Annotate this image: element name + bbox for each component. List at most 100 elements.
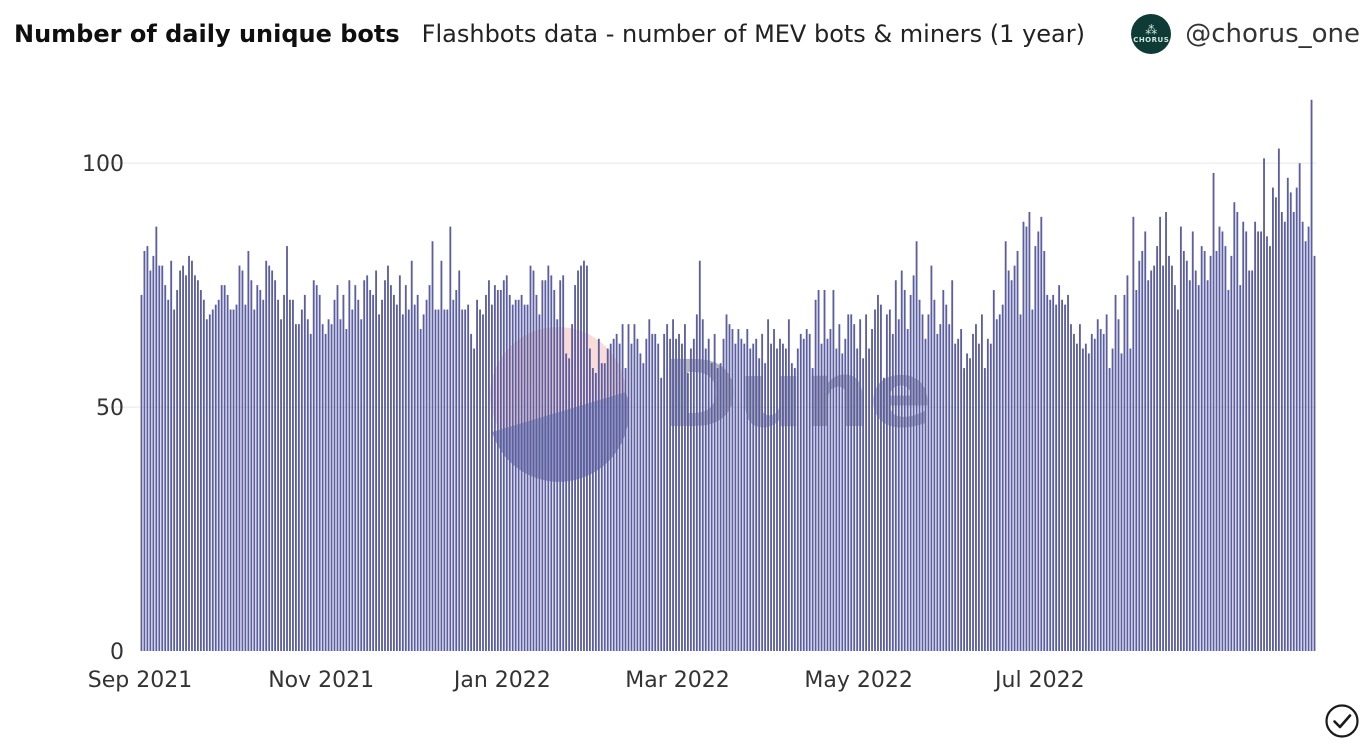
bar[interactable]	[348, 280, 351, 651]
bar[interactable]	[1251, 270, 1254, 652]
bar[interactable]	[740, 338, 743, 651]
bar[interactable]	[502, 280, 505, 651]
bar[interactable]	[995, 319, 998, 651]
bar[interactable]	[235, 304, 238, 651]
bar[interactable]	[342, 294, 345, 651]
bar[interactable]	[1224, 246, 1227, 651]
bar[interactable]	[1165, 211, 1167, 651]
bar[interactable]	[262, 299, 265, 651]
bar[interactable]	[205, 319, 208, 651]
bar[interactable]	[1105, 314, 1108, 651]
bar[interactable]	[802, 338, 805, 651]
bar[interactable]	[1153, 265, 1156, 651]
bar[interactable]	[446, 309, 449, 651]
bar[interactable]	[648, 319, 651, 651]
bar[interactable]	[1061, 299, 1064, 651]
bar[interactable]	[327, 319, 330, 651]
bar[interactable]	[1245, 231, 1248, 651]
bar[interactable]	[541, 280, 544, 651]
bar[interactable]	[1179, 226, 1182, 651]
bar[interactable]	[915, 241, 918, 652]
bar[interactable]	[360, 319, 363, 651]
bar[interactable]	[140, 294, 143, 651]
bar[interactable]	[1150, 270, 1153, 652]
bar[interactable]	[289, 299, 291, 651]
bar[interactable]	[241, 270, 244, 652]
bar[interactable]	[577, 270, 579, 652]
bar[interactable]	[214, 304, 217, 651]
bar[interactable]	[473, 348, 476, 651]
bar[interactable]	[1191, 231, 1194, 651]
bar[interactable]	[779, 338, 781, 651]
bar[interactable]	[942, 290, 945, 651]
bar[interactable]	[835, 348, 838, 651]
bar[interactable]	[378, 314, 380, 651]
bar[interactable]	[1156, 246, 1159, 651]
bar[interactable]	[784, 348, 787, 651]
bar[interactable]	[535, 294, 538, 651]
bar[interactable]	[1263, 158, 1265, 652]
bar[interactable]	[1203, 250, 1206, 652]
bar[interactable]	[636, 338, 639, 651]
bar[interactable]	[1049, 299, 1052, 651]
bar[interactable]	[983, 368, 986, 651]
bar[interactable]	[877, 294, 879, 651]
bar[interactable]	[1298, 163, 1301, 652]
bar[interactable]	[856, 348, 859, 651]
bar[interactable]	[517, 299, 520, 651]
bar[interactable]	[874, 309, 876, 651]
bar[interactable]	[862, 358, 865, 651]
bar[interactable]	[1248, 270, 1251, 652]
bar[interactable]	[722, 338, 725, 651]
bar[interactable]	[817, 290, 820, 651]
bar[interactable]	[583, 260, 585, 651]
bar[interactable]	[410, 260, 413, 651]
bar[interactable]	[1070, 324, 1072, 651]
bar[interactable]	[580, 265, 582, 651]
bar[interactable]	[689, 348, 692, 651]
bar[interactable]	[265, 260, 268, 651]
bar[interactable]	[173, 309, 176, 651]
bar[interactable]	[969, 358, 971, 651]
bar[interactable]	[966, 353, 968, 651]
bar[interactable]	[366, 275, 369, 651]
bar[interactable]	[749, 348, 752, 651]
bar[interactable]	[333, 299, 336, 651]
brand-handle[interactable]: @chorus_one	[1185, 19, 1360, 49]
bar[interactable]	[719, 363, 722, 651]
bar[interactable]	[505, 275, 508, 651]
bar[interactable]	[428, 285, 431, 651]
bar[interactable]	[1218, 226, 1221, 651]
bar[interactable]	[194, 275, 196, 651]
bar[interactable]	[571, 324, 574, 651]
bar[interactable]	[716, 368, 719, 651]
bar[interactable]	[1274, 197, 1277, 651]
bar[interactable]	[921, 314, 924, 651]
bar[interactable]	[1138, 260, 1141, 651]
bar[interactable]	[1159, 216, 1162, 651]
bar[interactable]	[773, 329, 775, 651]
bar[interactable]	[939, 324, 942, 651]
bar[interactable]	[612, 338, 615, 651]
bar[interactable]	[1013, 265, 1016, 651]
bar[interactable]	[425, 299, 428, 651]
bar[interactable]	[758, 358, 761, 651]
bar[interactable]	[256, 285, 259, 651]
bar[interactable]	[603, 363, 606, 651]
bar[interactable]	[980, 314, 983, 651]
bar[interactable]	[868, 348, 870, 651]
bar[interactable]	[155, 226, 158, 651]
bar[interactable]	[811, 368, 814, 651]
bar[interactable]	[458, 270, 461, 652]
bar[interactable]	[832, 290, 835, 651]
bar[interactable]	[1280, 211, 1283, 651]
bar[interactable]	[597, 338, 600, 651]
bar[interactable]	[1277, 148, 1280, 651]
bar[interactable]	[600, 363, 603, 651]
bar[interactable]	[963, 368, 966, 651]
bar[interactable]	[1174, 285, 1176, 651]
bar[interactable]	[906, 329, 909, 651]
bar[interactable]	[814, 299, 817, 651]
bar[interactable]	[294, 324, 297, 651]
bar[interactable]	[268, 265, 271, 651]
